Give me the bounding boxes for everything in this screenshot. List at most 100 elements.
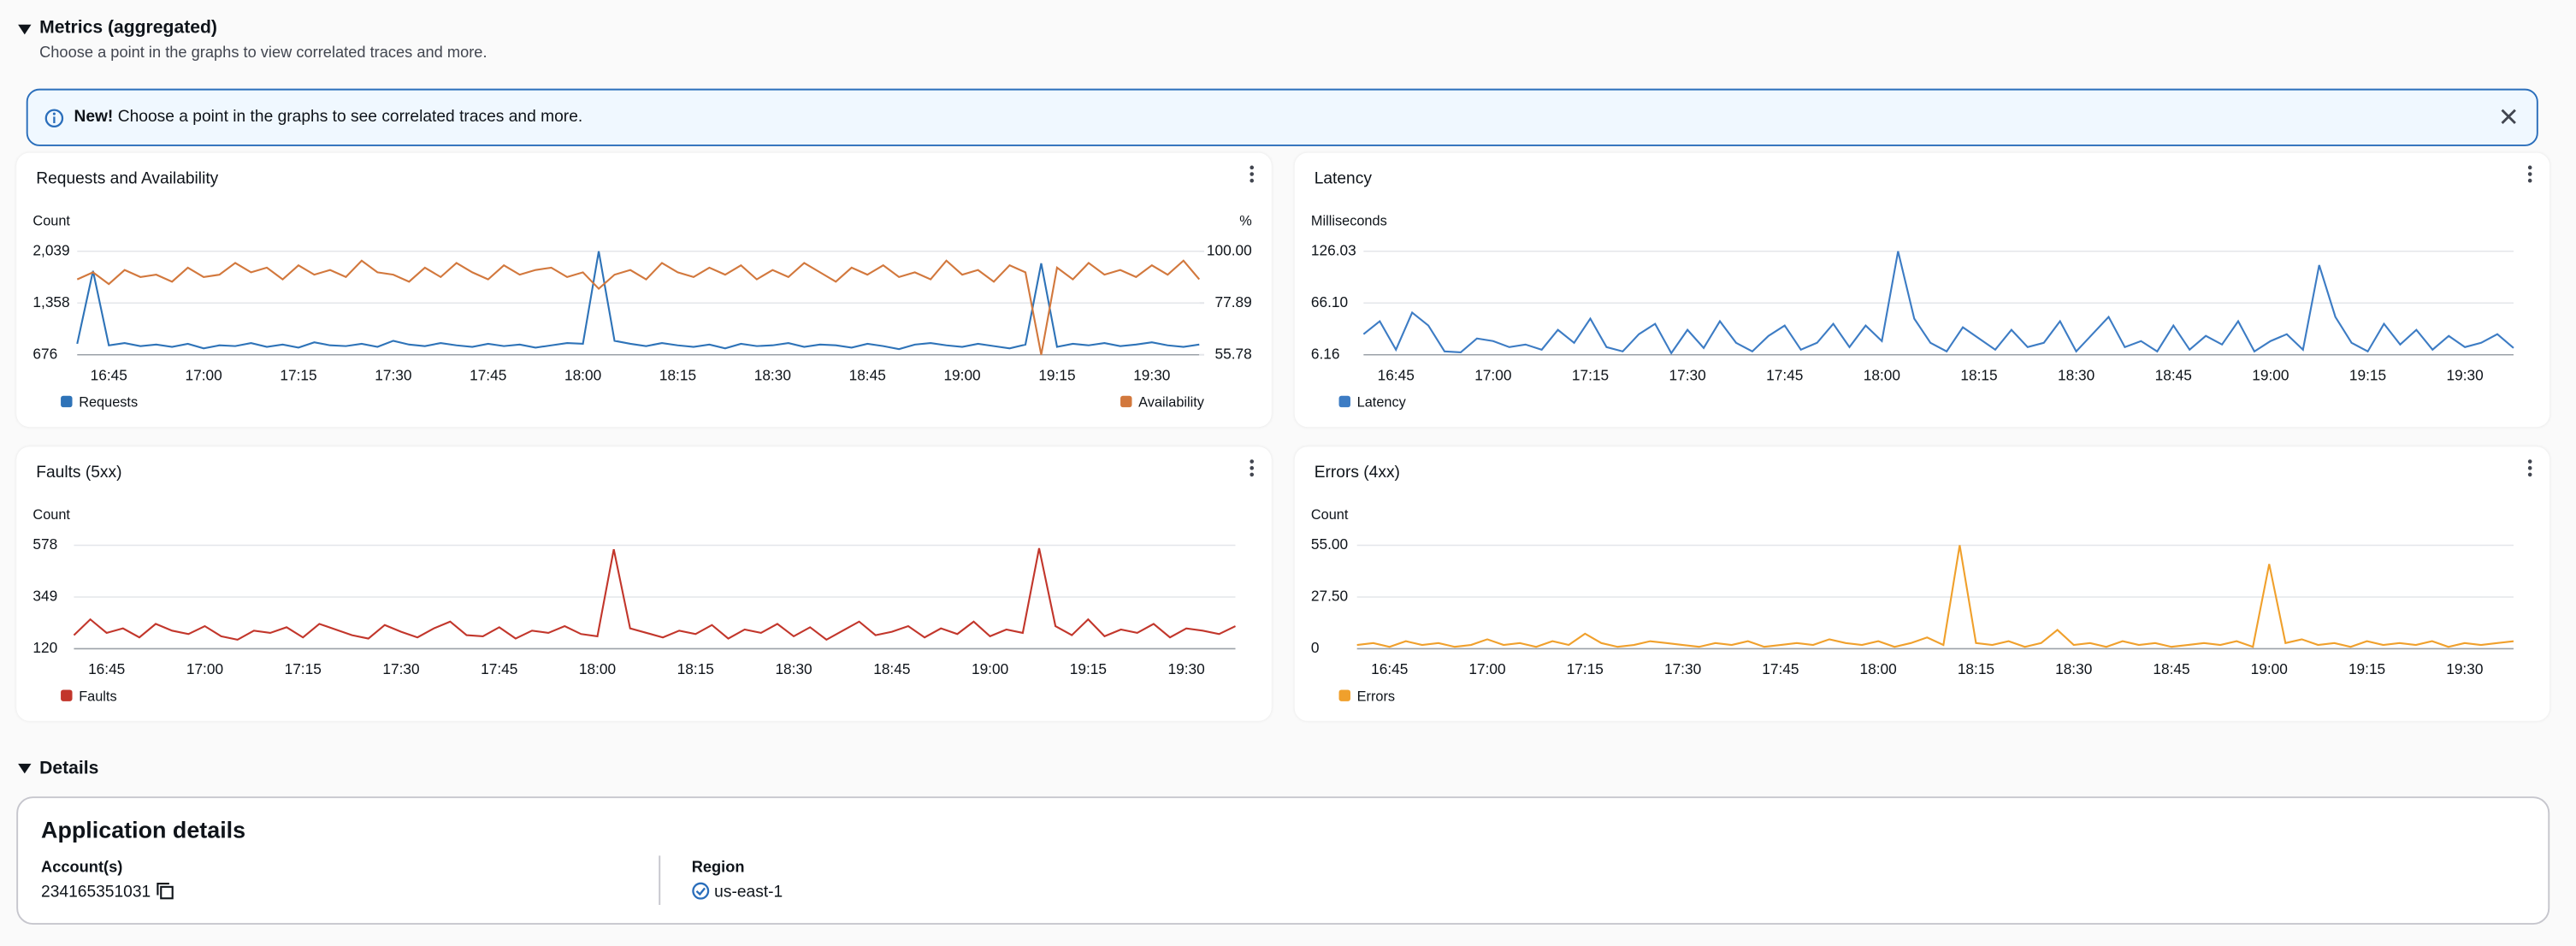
x-tick-label: 17:00: [1468, 660, 1505, 677]
line-series: [73, 547, 1236, 642]
legend-swatch: [1120, 395, 1132, 408]
menu-dot[interactable]: [1250, 165, 1255, 170]
menu-dot[interactable]: [1250, 459, 1255, 464]
status-icon: [692, 882, 710, 900]
x-tick-label: 18:00: [564, 366, 601, 383]
y-tick-label: 120: [32, 639, 57, 656]
menu-dot[interactable]: [2527, 172, 2532, 176]
field-value: us-east-1: [692, 882, 783, 902]
section-subtitle: Choose a point in the graphs to view cor…: [39, 44, 487, 62]
field-value: 234165351031: [41, 882, 174, 902]
x-tick-label: 16:45: [91, 366, 127, 383]
divider: [659, 855, 661, 905]
legend-label: Requests: [79, 395, 138, 411]
legend-swatch: [1338, 395, 1350, 408]
y-axis-label: Count: [1311, 507, 1349, 523]
x-tick-label: 17:45: [1762, 660, 1799, 677]
y2-tick-label: 77.89: [1214, 293, 1251, 310]
y-tick-label: 1,358: [32, 293, 69, 310]
y-tick-label: 27.50: [1311, 588, 1348, 605]
close-button[interactable]: [2499, 107, 2519, 127]
legend-swatch: [61, 395, 73, 408]
x-tick-label: 18:30: [775, 660, 812, 677]
menu-dot[interactable]: [2527, 465, 2532, 470]
line-series: [76, 259, 1201, 355]
x-tick-label: 19:00: [2251, 660, 2288, 677]
y-tick-label: 349: [32, 588, 57, 605]
x-tick-label: 17:45: [1766, 366, 1803, 383]
chart-title: Faults (5xx): [36, 464, 121, 482]
x-tick-label: 17:00: [186, 660, 223, 677]
y-tick-label: 55.00: [1311, 535, 1348, 553]
x-tick-label: 18:45: [873, 660, 910, 677]
x-tick-label: 17:15: [1567, 660, 1604, 677]
x-tick-label: 18:45: [2153, 660, 2189, 677]
x-tick-label: 18:00: [1864, 366, 1900, 383]
y-tick-label: 126.03: [1311, 241, 1356, 258]
x-tick-label: 17:30: [1664, 660, 1701, 677]
y-tick-label: 66.10: [1311, 293, 1348, 310]
legend-label: Latency: [1357, 395, 1407, 411]
chart-panel: Errors (4xx) Count 0 27.50 55.00 16:45 17:00 17…: [1294, 446, 2550, 721]
x-tick-label: 17:30: [382, 660, 419, 677]
chart-panel: Requests and Availability Count% 676 1,358 2…: [16, 152, 1272, 428]
x-tick-label: 19:30: [1133, 366, 1170, 383]
x-tick-label: 16:45: [1371, 660, 1408, 677]
y-tick-label: 2,039: [32, 241, 69, 258]
x-tick-label: 19:30: [2446, 660, 2483, 677]
menu-dot[interactable]: [2527, 178, 2532, 183]
copy-icon[interactable]: [156, 882, 174, 900]
chart[interactable]: Requests and Availability Count % 676 1,358 2…: [16, 153, 1272, 428]
x-tick-label: 19:15: [1038, 366, 1075, 383]
chart-title: Errors (4xx): [1315, 464, 1400, 482]
chart-title: Latency: [1315, 169, 1373, 187]
legend-swatch: [61, 689, 73, 701]
y2-axis-label: %: [1239, 214, 1252, 229]
x-tick-label: 18:45: [2155, 366, 2192, 383]
x-tick-label: 16:45: [88, 660, 125, 677]
account-id: 234165351031: [41, 884, 151, 902]
y-tick-label: 0: [1311, 639, 1320, 656]
section-title[interactable]: Details: [39, 759, 99, 779]
banner-message: Choose a point in the graphs to see corr…: [117, 108, 583, 127]
chart-panel: Faults (5xx) Count 120 349 578 16:45 17:00 17:1…: [16, 446, 1272, 721]
expand-icon[interactable]: [18, 763, 32, 774]
x-tick-label: 19:15: [1070, 660, 1107, 677]
chart[interactable]: Latency Milliseconds 6.16 66.10 126.03 16:45 1…: [1295, 153, 2550, 428]
x-tick-label: 19:00: [2252, 366, 2289, 383]
menu-dot[interactable]: [1250, 472, 1255, 477]
details-card: Application details Account(s) 234165351…: [16, 796, 2550, 925]
y2-tick-label: 100.00: [1207, 241, 1252, 258]
x-tick-label: 18:00: [579, 660, 616, 677]
banner-bold: New!: [74, 108, 114, 127]
y2-tick-label: 55.78: [1214, 345, 1251, 362]
banner-text: New! Choose a point in the graphs to see…: [74, 109, 582, 127]
chart[interactable]: Faults (5xx) Count 120 349 578 16:45 17:00 17:1…: [16, 446, 1272, 721]
x-tick-label: 19:15: [2349, 366, 2386, 383]
section-title[interactable]: Metrics (aggregated): [39, 18, 217, 38]
menu-dot[interactable]: [1250, 178, 1255, 183]
menu-dot[interactable]: [2527, 459, 2532, 464]
menu-dot[interactable]: [2527, 472, 2532, 477]
chart[interactable]: Errors (4xx) Count 0 27.50 55.00 16:45 17:00 17…: [1295, 446, 2550, 721]
menu-dot[interactable]: [1250, 465, 1255, 470]
legend-label: Availability: [1138, 395, 1205, 411]
legend-label: Errors: [1357, 689, 1395, 704]
x-tick-label: 17:45: [481, 660, 517, 677]
info-banner: New! Choose a point in the graphs to see…: [26, 88, 2538, 146]
y-tick-label: 6.16: [1311, 345, 1340, 362]
region: us-east-1: [714, 884, 783, 902]
x-tick-label: 19:15: [2349, 660, 2385, 677]
x-tick-label: 18:15: [677, 660, 714, 677]
legend-label: Faults: [79, 689, 116, 704]
field-label: Region: [691, 859, 745, 878]
expand-icon[interactable]: [18, 24, 32, 35]
x-tick-label: 18:30: [2055, 660, 2092, 677]
x-tick-label: 18:15: [1960, 366, 1997, 383]
y-axis-label: Count: [32, 214, 70, 229]
menu-dot[interactable]: [1250, 172, 1255, 176]
x-tick-label: 17:00: [1474, 366, 1511, 383]
menu-dot[interactable]: [2527, 165, 2532, 170]
